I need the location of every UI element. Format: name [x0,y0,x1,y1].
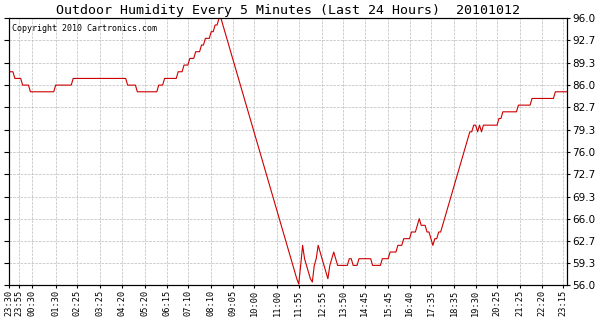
Title: Outdoor Humidity Every 5 Minutes (Last 24 Hours)  20101012: Outdoor Humidity Every 5 Minutes (Last 2… [56,4,520,17]
Text: Copyright 2010 Cartronics.com: Copyright 2010 Cartronics.com [12,24,157,33]
